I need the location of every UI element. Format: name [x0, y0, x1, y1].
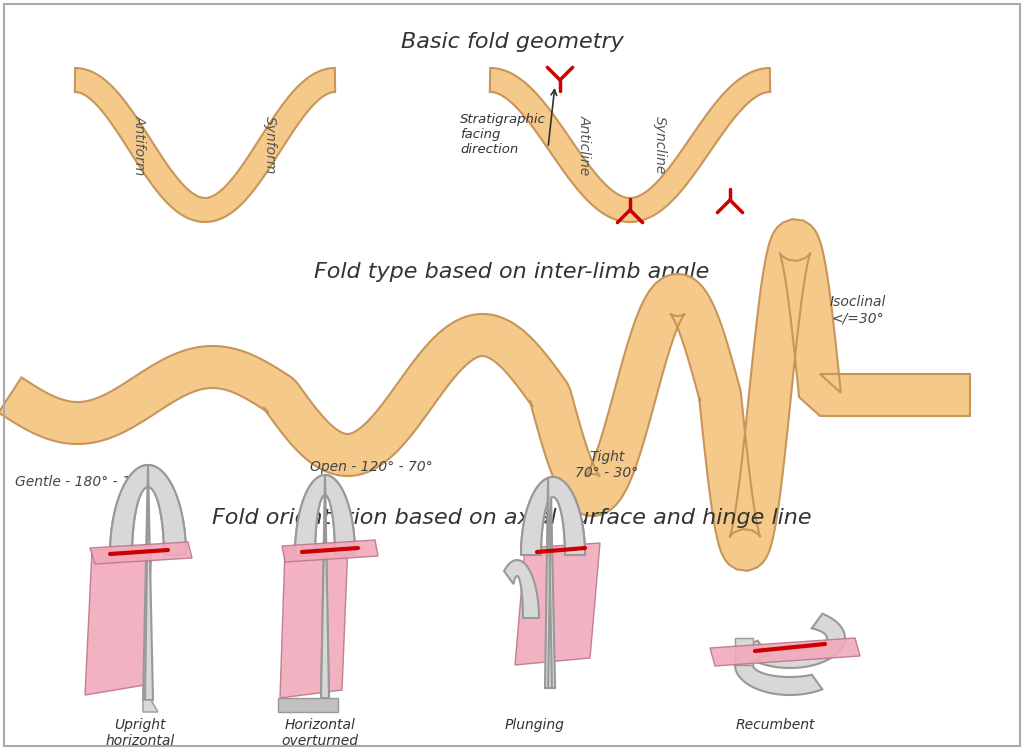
Text: Recumbent: Recumbent [735, 718, 815, 732]
Polygon shape [521, 478, 555, 688]
Polygon shape [489, 68, 770, 222]
Text: Isoclinal
</=30°: Isoclinal </=30° [830, 295, 887, 326]
Text: Open - 120° - 70°: Open - 120° - 70° [310, 460, 433, 474]
Polygon shape [295, 475, 329, 698]
Text: Stratigraphic
facing
direction: Stratigraphic facing direction [460, 113, 546, 156]
Polygon shape [735, 638, 753, 665]
Polygon shape [295, 475, 355, 555]
Polygon shape [280, 543, 348, 698]
Polygon shape [75, 68, 335, 222]
Polygon shape [110, 465, 186, 555]
Polygon shape [85, 545, 152, 695]
Text: Plunging: Plunging [505, 718, 565, 732]
Text: Gentle - 180° - 120°: Gentle - 180° - 120° [15, 475, 156, 489]
Polygon shape [282, 540, 378, 562]
Text: Fold orientation based on axial surface and hinge line: Fold orientation based on axial surface … [212, 508, 812, 528]
Text: Horizontal
overturned: Horizontal overturned [282, 718, 358, 748]
Text: Fold type based on inter-limb angle: Fold type based on inter-limb angle [314, 262, 710, 282]
Polygon shape [504, 560, 539, 618]
Text: Anticline: Anticline [578, 115, 592, 176]
Polygon shape [90, 542, 193, 564]
Polygon shape [321, 475, 355, 698]
Polygon shape [548, 477, 585, 688]
Bar [278, 698, 338, 712]
Polygon shape [521, 477, 585, 555]
Polygon shape [143, 700, 158, 712]
Polygon shape [758, 614, 845, 668]
Text: Basic fold geometry: Basic fold geometry [400, 32, 624, 52]
Polygon shape [515, 543, 600, 665]
Text: Upright
horizontal: Upright horizontal [105, 718, 175, 748]
Polygon shape [0, 219, 970, 571]
Polygon shape [735, 640, 822, 695]
Text: Tight
70° - 30°: Tight 70° - 30° [575, 450, 638, 480]
Text: Syncline: Syncline [653, 116, 667, 174]
Polygon shape [145, 465, 186, 700]
Polygon shape [110, 465, 151, 700]
Text: Antiform: Antiform [133, 115, 147, 176]
Polygon shape [710, 638, 860, 666]
Text: Synform: Synform [263, 116, 278, 174]
